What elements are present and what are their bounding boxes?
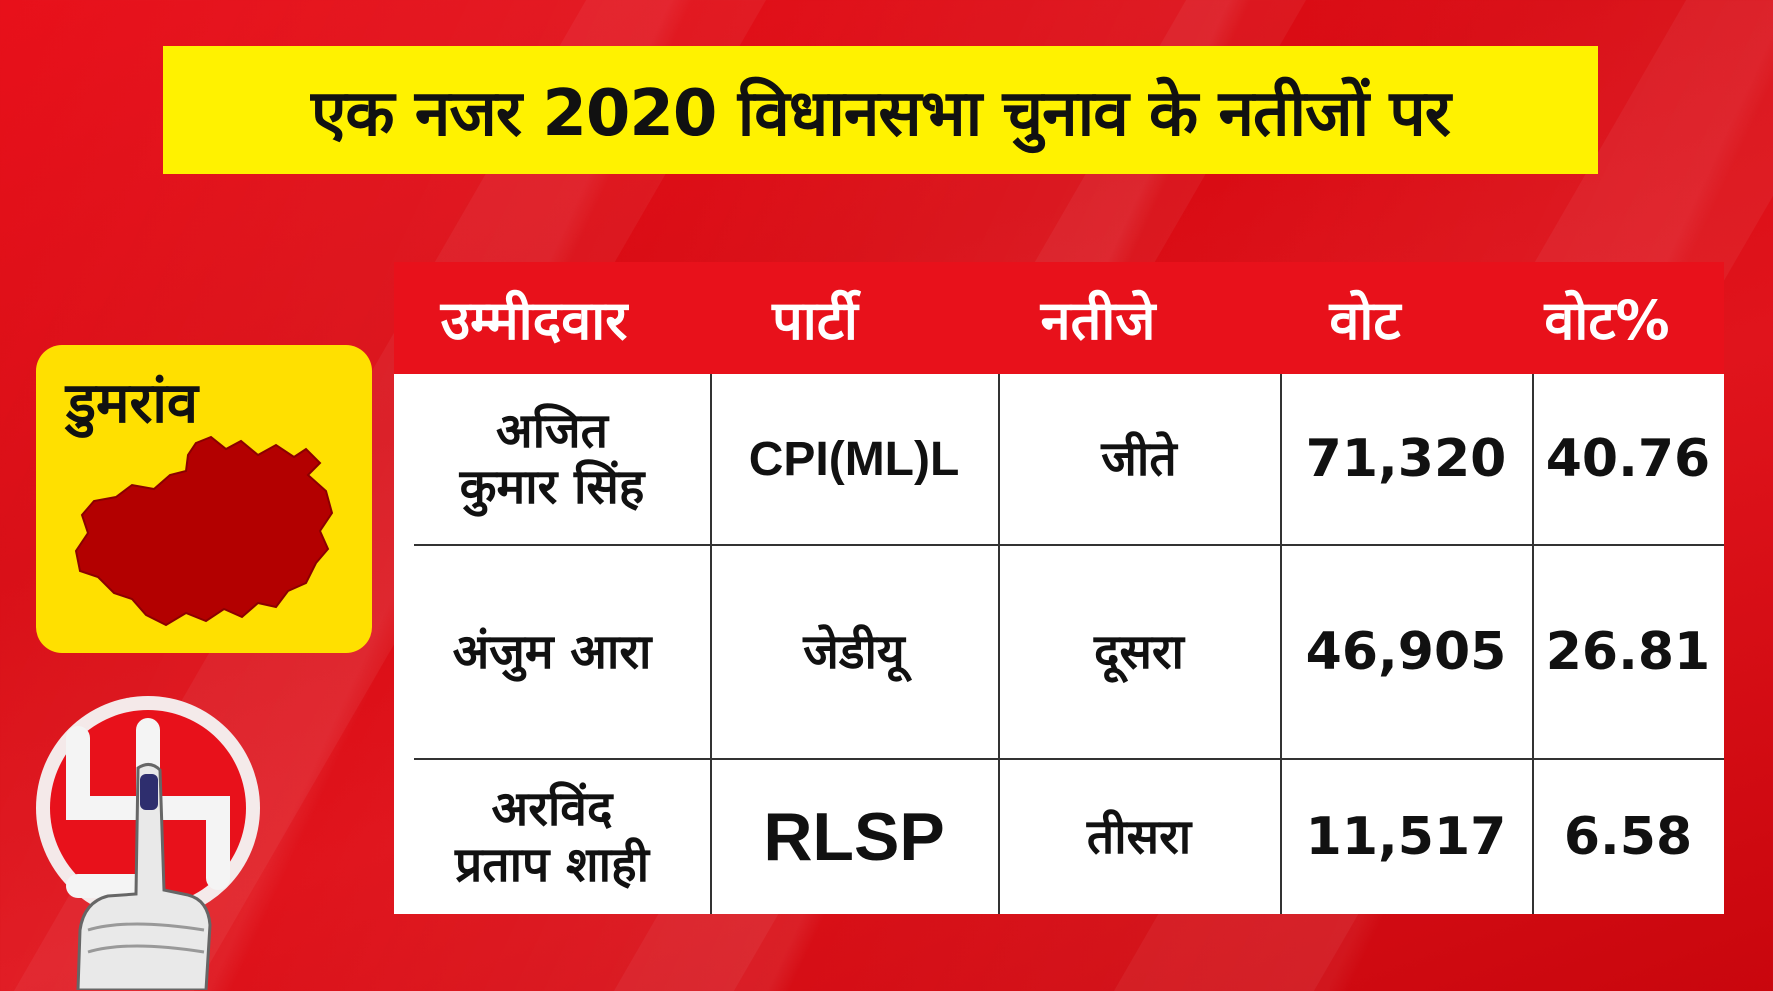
constituency-badge: डुमरांव	[36, 345, 372, 653]
grid-line	[998, 374, 1000, 914]
table-row-2-votes: 46,905	[1305, 622, 1507, 682]
table-row-1-votes: 71,320	[1305, 429, 1507, 489]
candidate-name-line: कुमार सिंह	[459, 459, 645, 515]
header-result: नतीजे	[1040, 289, 1156, 352]
table-row-2-result: दूसरा	[1093, 624, 1184, 680]
candidate-name-line: अंजुम आरा	[452, 624, 652, 680]
candidate-name-line: अरविंद	[491, 781, 613, 837]
table-row-2-candidate: अंजुम आरा	[394, 546, 710, 758]
candidate-name-line: अजित	[495, 403, 609, 459]
table-row-1-candidate: अजित कुमार सिंह	[394, 374, 710, 544]
headline-banner: एक नजर 2020 विधानसभा चुनाव के नतीजों पर	[163, 46, 1598, 174]
table-row-2-party: जेडीयू	[803, 624, 905, 680]
table-row-1-vote-pct: 40.76	[1545, 429, 1711, 489]
bihar-map-icon	[74, 435, 334, 627]
election-commission-swastika-icon	[36, 696, 260, 990]
inked-finger-icon	[76, 763, 212, 990]
grid-line	[1532, 374, 1534, 914]
grid-line	[414, 758, 1724, 760]
table-row-3-candidate: अरविंद प्रताप शाही	[394, 760, 710, 914]
header-vote-pct: वोट%	[1544, 289, 1670, 352]
results-table: उम्मीदवार पार्टी नतीजे वोट वोट% अजित कुम…	[394, 262, 1724, 914]
header-party: पार्टी	[772, 289, 858, 352]
grid-line	[1280, 374, 1282, 914]
table-row-1-party: CPI(ML)L	[748, 432, 960, 486]
table-row-3-result: तीसरा	[1086, 809, 1192, 865]
headline-text: एक नजर 2020 विधानसभा चुनाव के नतीजों पर	[311, 76, 1451, 151]
table-row-3-party: RLSP	[763, 799, 945, 875]
constituency-name: डुमरांव	[66, 371, 198, 436]
table-header: उम्मीदवार पार्टी नतीजे वोट वोट%	[394, 262, 1724, 374]
header-candidate: उम्मीदवार	[440, 289, 628, 352]
table-row-3-votes: 11,517	[1305, 807, 1507, 867]
grid-line	[710, 374, 712, 914]
table-row-2-vote-pct: 26.81	[1545, 622, 1711, 682]
candidate-name-line: प्रताप शाही	[454, 837, 650, 893]
header-votes: वोट	[1329, 289, 1401, 352]
table-row-1-result: जीते	[1101, 431, 1177, 487]
table-row-3-vote-pct: 6.58	[1563, 807, 1693, 867]
grid-line	[414, 544, 1724, 546]
